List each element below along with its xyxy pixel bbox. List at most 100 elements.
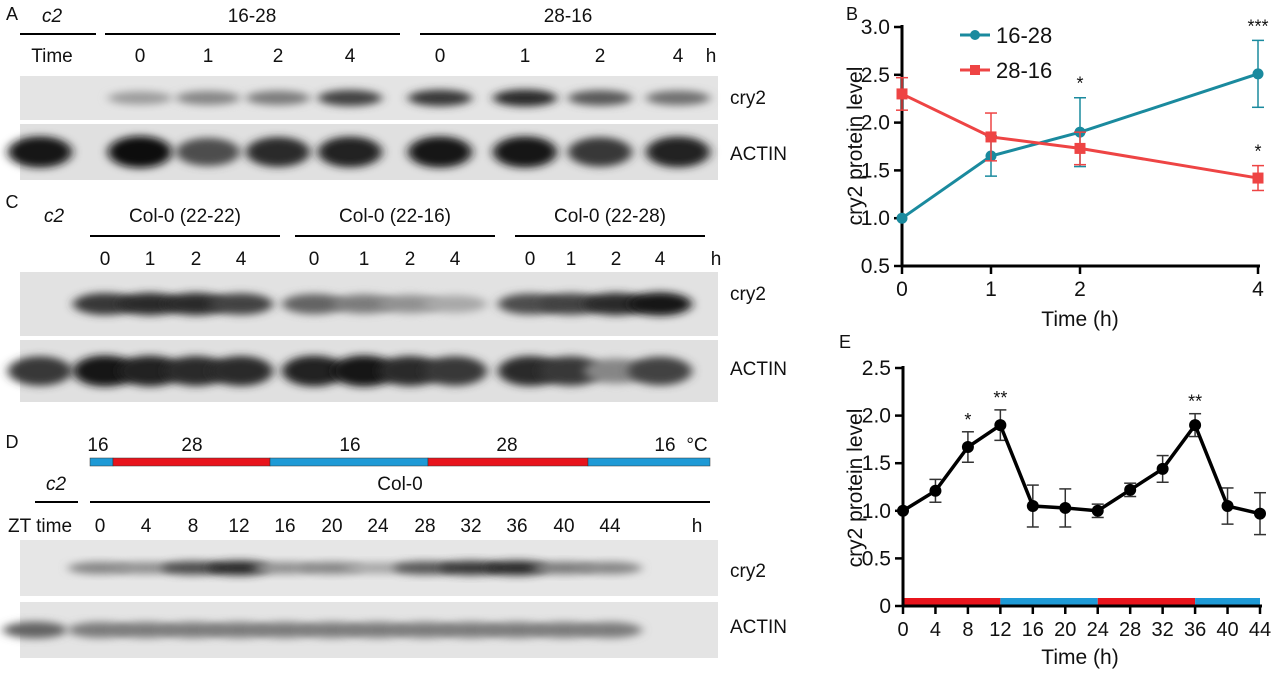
blot-band — [253, 622, 317, 638]
blot-band — [539, 356, 603, 386]
x-tick-label: 28 — [1119, 619, 1141, 641]
temperature-bar-segment — [587, 457, 711, 467]
blot-band — [3, 621, 67, 639]
blot-band — [393, 561, 457, 575]
blot-band — [628, 292, 692, 316]
blot-band — [578, 561, 642, 575]
panel-label-e: E — [839, 332, 851, 352]
row-label-cry2: cry2 — [730, 88, 766, 109]
y-tick-label: 1.0 — [861, 207, 890, 230]
lane-time-label: 0 — [100, 249, 111, 270]
y-axis-label: cry2 protein level — [844, 67, 867, 226]
blot-band — [493, 89, 557, 107]
blot-actin-c — [8, 340, 718, 402]
lane-time-label: 1 — [566, 249, 577, 270]
data-point — [961, 441, 974, 454]
y-tick-label: 0 — [879, 595, 891, 618]
blot-band — [346, 562, 410, 574]
blot-band — [114, 561, 178, 575]
lane-time-label: 28 — [414, 516, 435, 537]
blot-band — [209, 355, 273, 387]
legend-label: 28-16 — [996, 58, 1052, 83]
y-tick-label: 1.5 — [862, 452, 891, 475]
blot-band — [493, 136, 557, 168]
lane-time-label: 4 — [450, 249, 461, 270]
temperature-bar-segment — [1000, 598, 1098, 606]
blot-band — [300, 561, 364, 575]
blot-band — [539, 293, 603, 315]
blot-band — [282, 293, 346, 315]
blot-band — [176, 90, 240, 106]
group-label-28-16: 28-16 — [544, 6, 593, 27]
lane-time-label: 1 — [145, 249, 156, 270]
x-tick-label: 0 — [897, 619, 908, 641]
blot-band — [408, 136, 472, 168]
x-tick-label: 2 — [1074, 278, 1086, 301]
y-tick-label: 0.5 — [861, 255, 890, 278]
blot-band — [568, 137, 632, 167]
legend-marker — [970, 65, 980, 75]
blot-band — [532, 622, 596, 638]
series-line — [902, 421, 1261, 516]
temperature-unit-label: °C — [686, 435, 707, 456]
temperature-bar-segment — [427, 457, 589, 467]
group-label: Col-0 (22-28) — [554, 206, 666, 227]
blot-band — [378, 355, 442, 387]
blot-actin-a — [8, 124, 718, 180]
blot-band — [646, 90, 710, 106]
temperature-bar-segment — [903, 598, 1001, 606]
temperature-label: 16 — [339, 435, 360, 456]
unit-label: h — [706, 46, 717, 67]
x-tick-label: 32 — [1152, 619, 1174, 641]
control-label-c2: c2 — [42, 6, 63, 27]
data-point — [994, 419, 1007, 432]
blot-band — [439, 560, 503, 576]
x-axis-label: Time (h) — [1041, 646, 1118, 669]
x-tick-label: 40 — [1216, 619, 1238, 641]
group-label: Col-0 (22-22) — [129, 206, 241, 227]
x-tick-label: 20 — [1054, 619, 1076, 641]
blot-band — [300, 622, 364, 638]
temperature-bar-segment — [89, 457, 114, 467]
blot-band — [114, 622, 178, 638]
lane-time-label: 0 — [95, 516, 106, 537]
temperature-label: 16 — [654, 435, 675, 456]
x-tick-label: 8 — [962, 619, 973, 641]
x-axis-label: Time (h) — [1041, 308, 1118, 331]
control-label-c2: c2 — [46, 474, 67, 495]
y-tick-label: 2.0 — [862, 405, 891, 428]
blot-band — [628, 356, 692, 386]
x-tick-label: 44 — [1249, 619, 1271, 641]
blot-actin-d — [3, 602, 718, 658]
temperature-label: 28 — [496, 435, 517, 456]
blot-band — [118, 355, 182, 387]
lane-time-label: 0 — [135, 46, 146, 67]
row-label-cry2: cry2 — [730, 284, 766, 305]
row-label-actin: ACTIN — [730, 359, 787, 380]
blot-band — [164, 355, 228, 387]
x-tick-label: 4 — [930, 619, 941, 641]
panel-label-d: D — [6, 432, 19, 452]
blot-band — [108, 136, 172, 168]
unit-label: h — [711, 249, 722, 270]
blot-band — [532, 561, 596, 575]
y-axis-label: cry2 protein level — [844, 409, 867, 568]
time-row-label: Time — [31, 46, 73, 67]
control-label-c2: c2 — [44, 206, 65, 227]
lane-time-label: 2 — [273, 46, 284, 67]
blot-band — [118, 292, 182, 316]
blot-cry2-c — [20, 272, 718, 336]
zt-time-label: ZT time — [8, 516, 72, 537]
blot-band — [246, 136, 310, 168]
data-point — [896, 212, 908, 224]
blot-band — [332, 294, 396, 314]
lane-time-label: 2 — [611, 249, 622, 270]
blot-band — [73, 355, 137, 387]
blot-band — [161, 622, 225, 638]
blot-band — [253, 561, 317, 575]
significance-mark: * — [1254, 142, 1261, 162]
lane-time-label: 4 — [141, 516, 152, 537]
blot-band — [393, 622, 457, 638]
temperature-label: 28 — [181, 435, 202, 456]
data-point — [1124, 483, 1137, 496]
